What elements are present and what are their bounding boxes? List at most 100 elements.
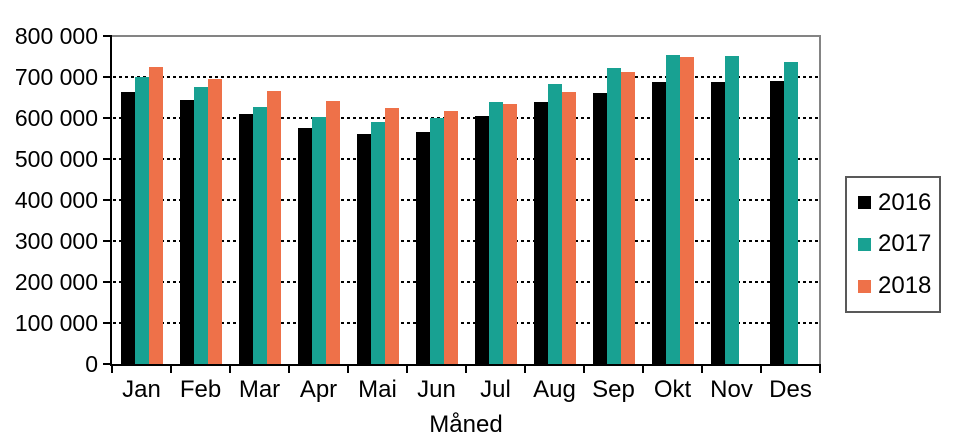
bar-2017-aug [547, 84, 562, 364]
bar-group-mar [230, 36, 289, 364]
bar-2016-jun [415, 132, 430, 364]
bar-2017-des [783, 62, 798, 364]
bar-2018-mar [266, 91, 281, 364]
y-axis-tick [103, 240, 111, 242]
x-axis-tick-label: Feb [179, 376, 222, 403]
x-axis-tick-label: Jul [480, 376, 511, 403]
x-axis-tick-label: Des [769, 376, 812, 403]
x-axis-tick-label: Jun [417, 376, 456, 403]
y-axis-tick-label: 700 000 [14, 64, 98, 90]
y-axis-tick-label: 800 000 [14, 23, 98, 49]
x-axis-tick-label: Nov [710, 376, 753, 403]
legend-item-2017: 2017 [858, 232, 939, 256]
gridline [113, 199, 819, 201]
y-axis-tick [103, 199, 111, 201]
y-axis-line [110, 35, 112, 366]
bar-group-feb [171, 36, 230, 364]
bar-group-des [761, 36, 820, 364]
bar-2016-mai [356, 134, 371, 364]
bar-2016-des [769, 81, 784, 364]
x-axis-title: Måned [429, 411, 503, 438]
y-axis-tick-label: 200 000 [14, 269, 98, 295]
x-axis-tick [701, 364, 703, 373]
bar-2016-aug [533, 102, 548, 364]
x-axis-tick [229, 364, 231, 373]
x-axis-tick-label: Apr [299, 376, 338, 403]
x-axis-tick [583, 364, 585, 373]
bar-2018-okt [679, 57, 694, 364]
bar-2018-aug [561, 92, 576, 364]
y-axis-tick [103, 76, 111, 78]
y-axis-tick-label: 300 000 [14, 228, 98, 254]
y-axis-tick [103, 117, 111, 119]
bar-2017-apr [311, 117, 326, 364]
x-axis-tick-label: Aug [533, 376, 576, 403]
legend-swatch-2018 [858, 279, 871, 293]
x-axis-tick-label: Mar [238, 376, 281, 403]
gridline [113, 117, 819, 119]
bar-group-jul [466, 36, 525, 364]
legend-swatch-2017 [858, 237, 871, 251]
legend-label-2018: 2018 [878, 272, 932, 300]
y-axis-tick [103, 158, 111, 160]
plot-area [112, 36, 820, 364]
y-axis-tick-label: 400 000 [14, 187, 98, 213]
gridline [113, 240, 819, 242]
bar-2017-mar [252, 107, 267, 364]
x-axis-tick [465, 364, 467, 373]
y-axis-tick [103, 281, 111, 283]
x-axis-tick [111, 364, 113, 373]
bar-2017-nov [724, 56, 739, 364]
x-axis-tick [288, 364, 290, 373]
bar-2018-mai [384, 108, 399, 364]
y-axis-tick-label: 600 000 [14, 105, 98, 131]
bar-group-apr [289, 36, 348, 364]
y-axis-tick [103, 35, 111, 37]
x-axis-tick [760, 364, 762, 373]
bar-group-sep [584, 36, 643, 364]
bar-2016-jan [120, 92, 135, 364]
gridline [113, 322, 819, 324]
y-axis-tick-label: 100 000 [14, 310, 98, 336]
bar-2016-sep [592, 93, 607, 364]
plot-border-right [819, 35, 821, 366]
bar-2017-mai [370, 122, 385, 364]
legend-swatch-2016 [858, 196, 871, 210]
bar-group-mai [348, 36, 407, 364]
bar-2017-jun [429, 118, 444, 364]
x-axis-labels: Jan Feb Mar Apr Mai Jun Jul Aug Sep Okt Nov Des [112, 376, 820, 404]
bar-2018-jun [443, 111, 458, 364]
y-axis-tick-label: 0 [85, 351, 98, 377]
x-axis-tick [819, 364, 821, 373]
bar-group-nov [702, 36, 761, 364]
x-axis-tick [406, 364, 408, 373]
y-axis-tick-label: 500 000 [14, 146, 98, 172]
bar-2017-sep [606, 68, 621, 364]
bar-2016-okt [651, 82, 666, 364]
bar-2018-sep [620, 72, 635, 364]
y-axis-tick [103, 363, 111, 365]
x-axis-tick [347, 364, 349, 373]
bar-2018-jul [502, 104, 517, 364]
x-axis-tick [170, 364, 172, 373]
legend: 2016 2017 2018 [845, 176, 941, 313]
x-axis-tick-label: Okt [653, 376, 692, 403]
legend-item-2018: 2018 [858, 274, 939, 298]
legend-item-2016: 2016 [858, 188, 939, 216]
plot-border-top [112, 35, 821, 37]
bar-2017-okt [665, 55, 680, 364]
legend-label-2016: 2016 [878, 188, 932, 216]
bar-2017-jul [488, 102, 503, 364]
x-axis-tick-label: Sep [592, 376, 635, 403]
gridline [113, 76, 819, 78]
x-axis-tick-label: Jan [122, 376, 161, 403]
legend-label-2017: 2017 [878, 230, 932, 258]
bar-group-okt [643, 36, 702, 364]
x-axis-tick [524, 364, 526, 373]
bar-2016-jul [474, 116, 489, 364]
gridline [113, 281, 819, 283]
bar-2018-apr [325, 101, 340, 364]
gridline [113, 158, 819, 160]
x-axis-tick [642, 364, 644, 373]
